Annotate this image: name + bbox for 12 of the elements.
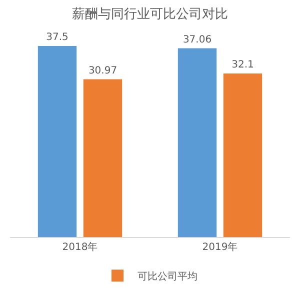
bar bbox=[38, 46, 77, 237]
data-label: 30.97 bbox=[88, 65, 118, 76]
bar bbox=[178, 48, 217, 237]
legend-label: 可比公司平均 bbox=[138, 270, 198, 283]
bar bbox=[83, 79, 122, 237]
x-tick-label: 2018年 bbox=[62, 241, 98, 253]
x-tick-label: 2019年 bbox=[202, 241, 238, 253]
bar bbox=[223, 74, 262, 237]
data-label: 32.1 bbox=[232, 60, 254, 71]
data-label: 37.5 bbox=[46, 32, 68, 44]
chart-title: 薪酬与同行业可比公司对比 bbox=[72, 7, 228, 22]
data-label: 37.06 bbox=[182, 34, 212, 46]
